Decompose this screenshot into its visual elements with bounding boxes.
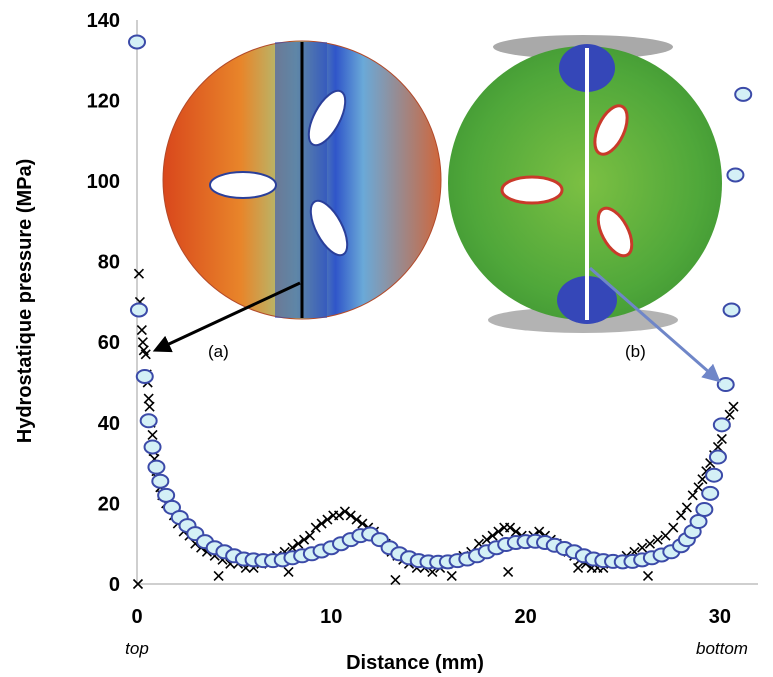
circle-point	[695, 501, 714, 517]
axes	[136, 20, 758, 585]
cross-point	[572, 562, 584, 573]
annotation-label-a: (a)	[208, 342, 229, 361]
circle-point	[135, 368, 154, 384]
cross-point	[481, 534, 492, 545]
inset-b-hole-upper	[593, 104, 629, 156]
cross-point	[675, 510, 687, 521]
cross-point	[487, 530, 498, 541]
y-tick-label: 20	[98, 493, 120, 515]
cross-point	[213, 570, 224, 582]
cross-point	[504, 522, 516, 533]
y-tick-label: 100	[87, 171, 120, 193]
cross-point	[493, 526, 504, 537]
x-tick-label: 30	[709, 606, 731, 628]
circle-point	[716, 377, 735, 393]
circle-point	[151, 473, 170, 489]
circle-point	[143, 439, 162, 455]
cross-point	[668, 522, 679, 533]
cross-point	[357, 518, 368, 529]
circle-point	[726, 167, 745, 183]
x-start-label: top	[125, 639, 149, 658]
circle-point	[139, 413, 158, 429]
circle-point	[708, 449, 727, 465]
cross-point	[339, 506, 350, 517]
inset-b-hole-left	[500, 175, 564, 205]
cross-point	[637, 542, 648, 553]
cross-point	[283, 566, 294, 577]
x-end-label: bottom	[696, 639, 748, 658]
cross-point	[345, 510, 356, 521]
x-tick-labels: 0 10 20 30	[131, 606, 731, 628]
cross-point	[143, 393, 154, 404]
y-tick-label: 120	[87, 90, 120, 112]
inset-b	[448, 35, 722, 333]
annotation-arrow-a	[152, 281, 301, 353]
circle-point	[734, 86, 753, 102]
cross-point	[137, 337, 148, 348]
cross-point	[334, 510, 345, 521]
circle-point	[147, 459, 166, 475]
cross-point	[136, 325, 147, 336]
cross-point	[716, 433, 727, 444]
y-tick-label: 40	[98, 413, 120, 435]
x-tick-label: 10	[320, 606, 342, 628]
x-tick-label: 20	[514, 606, 536, 628]
cross-point	[316, 518, 327, 529]
cross-point	[687, 490, 698, 501]
circle-point	[705, 467, 724, 483]
cross-point	[299, 534, 310, 545]
y-axis-title: Hydrostatique pressure (MPa)	[14, 159, 36, 444]
cross-point	[322, 514, 333, 525]
cross-point	[446, 570, 457, 582]
cross-point	[132, 578, 144, 590]
cross-point	[144, 401, 155, 412]
cross-point	[133, 268, 145, 279]
inset-a-hole-lower	[309, 199, 349, 257]
cross-point	[652, 534, 663, 545]
y-tick-label: 140	[87, 10, 120, 32]
cross-point	[503, 566, 514, 577]
cross-point	[310, 522, 321, 533]
cross-point	[642, 570, 654, 582]
circle-point	[701, 485, 720, 501]
circle-point	[712, 417, 731, 433]
cross-point	[681, 502, 692, 513]
circle-point	[689, 514, 708, 530]
circle-point	[157, 487, 176, 503]
x-axis-title: Distance (mm)	[346, 652, 484, 674]
cross-point	[351, 514, 362, 525]
y-tick-label: 0	[109, 574, 120, 596]
cross-point	[644, 538, 656, 549]
annotation-arrow-b	[589, 266, 721, 383]
inset-a-hole-left	[209, 171, 277, 199]
y-tick-label: 80	[98, 252, 120, 274]
inset-b-hole-lower	[596, 206, 634, 258]
cross-point	[304, 530, 315, 541]
cross-point	[510, 526, 521, 537]
y-tick-label: 60	[98, 332, 120, 354]
cross-point	[728, 401, 739, 412]
cross-point	[140, 349, 151, 360]
inset-a-hole-upper	[307, 89, 347, 147]
x-tick-label: 0	[131, 606, 142, 628]
circle-point	[128, 34, 146, 50]
cross-point	[660, 530, 671, 541]
cross-point	[693, 482, 704, 493]
cross-point	[390, 574, 401, 586]
y-tick-labels: 0 20 40 60 80 100 120 140	[87, 10, 120, 596]
circle-point	[722, 302, 741, 318]
circle-point	[129, 302, 148, 318]
cross-point	[724, 409, 735, 420]
cross-point	[147, 429, 158, 440]
cross-point	[293, 538, 304, 549]
annotation-label-b: (b)	[625, 342, 646, 361]
inset-a	[162, 40, 442, 320]
series-circle	[128, 34, 753, 570]
